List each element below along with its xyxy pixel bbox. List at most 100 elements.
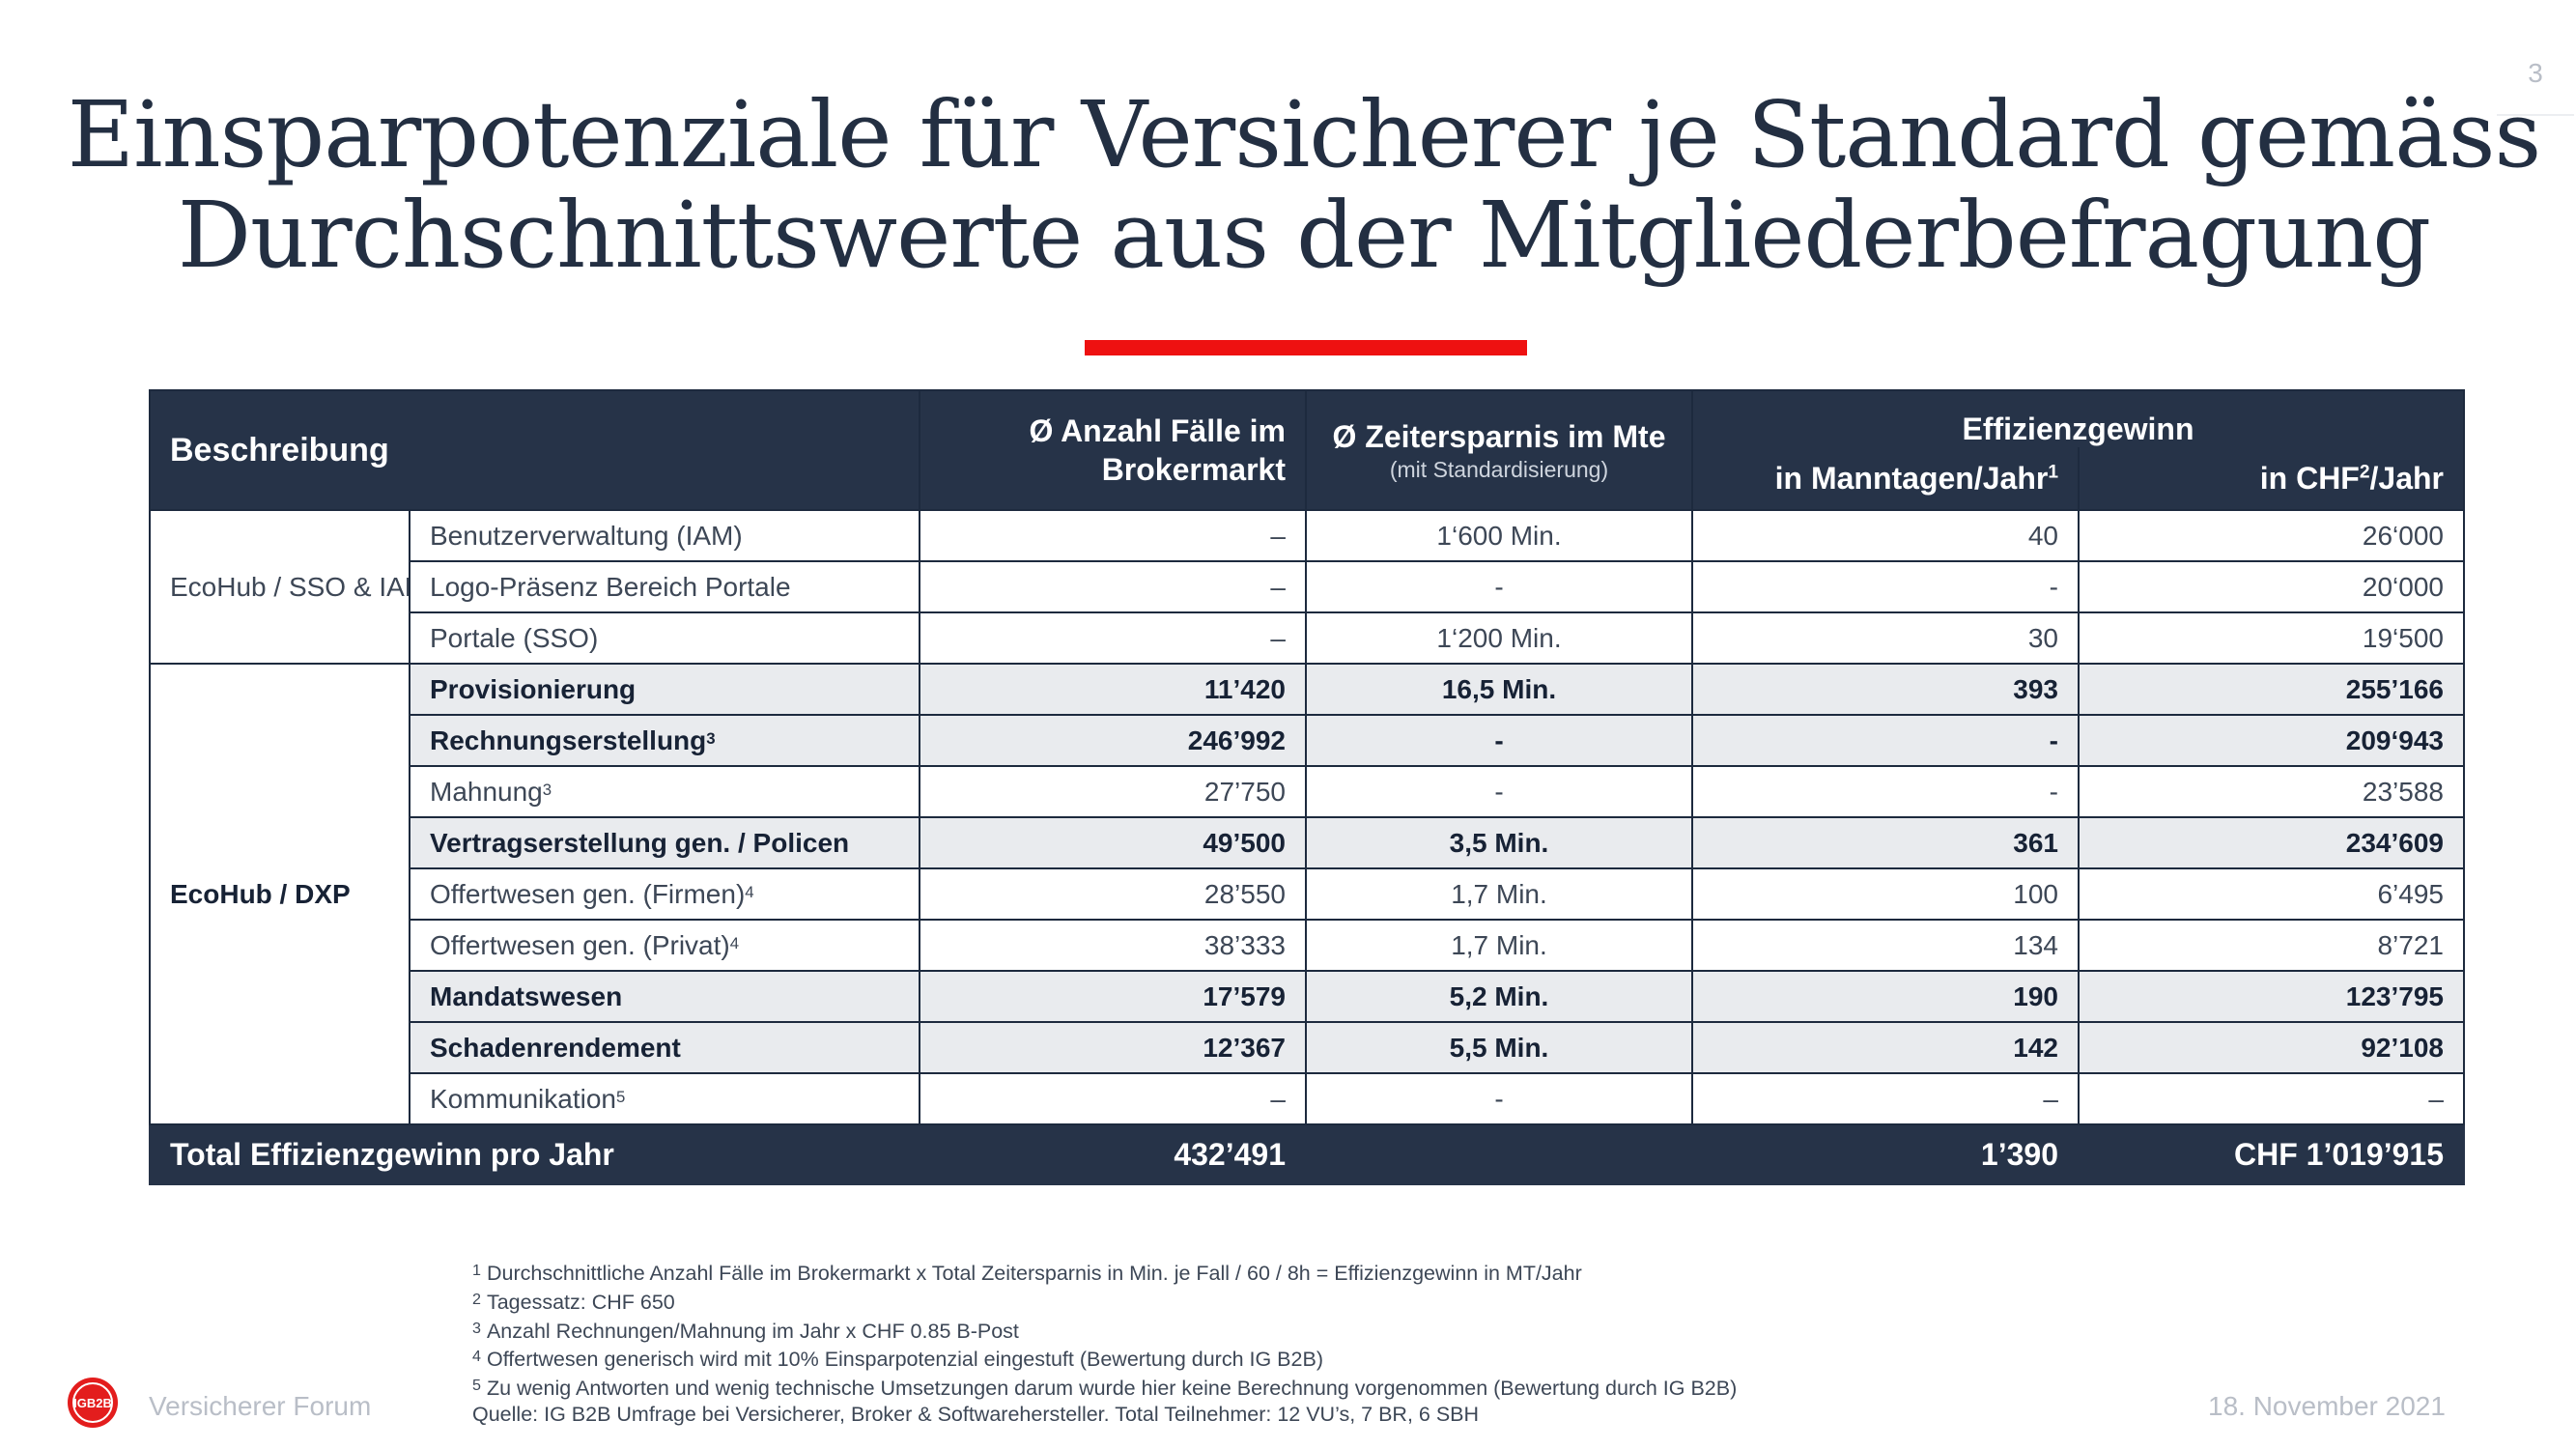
cell-manntage: 190 [1691,970,2080,1023]
table-row: EcoHub / SSO & IAM Benutzerverwaltung (I… [149,509,2465,665]
cell-faelle: – [919,1072,1307,1125]
total-row: Total Effizienzgewinn pro Jahr 432’491 1… [149,1123,2465,1185]
igb2b-logo: IGB2B [68,1378,118,1428]
cell-faelle: 11’420 [919,663,1307,716]
footnote: 1 Durchschnittliche Anzahl Fälle im Broke… [472,1261,1582,1285]
row-label: Offertwesen gen. (Firmen)4 [409,867,920,921]
cell-manntage: - [1691,765,2080,818]
row-label: Mahnung3 [409,765,920,818]
cell-faelle: 246’992 [919,714,1307,767]
cell-zeit: - [1305,1072,1693,1125]
cell-chf: 8’721 [2078,919,2465,972]
total-chf: CHF 1’019’915 [2078,1123,2465,1185]
table-row: Schadenrendement 12’367 5,5 Min. 142 92’… [150,1021,2465,1074]
cell-chf: – [2078,1072,2465,1125]
cell-manntage: 100 [1691,867,2080,921]
cell-faelle: 12’367 [919,1021,1307,1074]
cell-faelle: 17’579 [919,970,1307,1023]
cell-zeit: 3,5 Min. [1305,816,1693,869]
cell-zeit: - [1305,560,1693,613]
cell-chf: 123’795 [2078,970,2465,1023]
row-label: Vertragserstellung gen. / Policen [409,816,920,869]
table-row: Vertragserstellung gen. / Policen 49’500… [150,816,2465,869]
cell-zeit: - [1305,765,1693,818]
cell-faelle: 38’333 [919,919,1307,972]
cell-manntage: 40 [1691,509,2080,562]
header-zeitersparnis-sub: (mit Standardisierung) [1389,457,1609,482]
footer-event-name: Versicherer Forum [149,1391,372,1421]
savings-table: Beschreibung Ø Anzahl Fälle im Brokermar… [149,389,2465,1185]
table-row: Logo-Präsenz Bereich Portale – - - 20‘00… [150,560,2465,613]
header-chf-suffix: /Jahr [2369,460,2444,496]
cell-zeit: 1‘200 Min. [1305,611,1693,665]
cell-faelle: – [919,509,1307,562]
footnote: 2 Tagessatz: CHF 650 [472,1290,675,1314]
page-number-divider [2497,114,2574,116]
table-row: Portale (SSO) – 1‘200 Min. 30 19‘500 [150,611,2465,665]
table-row: Kommunikation5 – - – – [150,1072,2465,1125]
cell-zeit: 1,7 Min. [1305,919,1693,972]
cell-chf: 20‘000 [2078,560,2465,613]
cell-manntage: 361 [1691,816,2080,869]
cell-chf: 255’166 [2078,663,2465,716]
total-faelle: 432’491 [919,1123,1307,1185]
cell-zeit: 1‘600 Min. [1305,509,1693,562]
cell-zeit: 16,5 Min. [1305,663,1693,716]
cell-manntage: 393 [1691,663,2080,716]
footer-date: 18. November 2021 [2208,1391,2446,1421]
page-number: 3 [2528,58,2543,88]
total-label: Total Effizienzgewinn pro Jahr [149,1123,920,1185]
group-label: EcoHub / SSO & IAM [149,509,410,665]
row-label: Schadenrendement [409,1021,920,1074]
row-label: Portale (SSO) [409,611,920,665]
cell-manntage: – [1691,1072,2080,1125]
page-title-line-1: Einsparpotenziale für Versicherer je Sta… [67,82,2542,188]
cell-faelle: – [919,611,1307,665]
footnote-ref: 1 [2048,461,2058,482]
cell-faelle: 49’500 [919,816,1307,869]
cell-manntage: 30 [1691,611,2080,665]
table-header-row: Beschreibung Ø Anzahl Fälle im Brokermar… [149,389,2465,511]
cell-manntage: - [1691,560,2080,613]
header-faelle-line-1: Ø Anzahl Fälle im [1029,413,1286,448]
table-subheader-row: in Manntagen/Jahr1 in CHF2/Jahr [150,447,2465,511]
table-row: Offertwesen gen. (Firmen)4 28’550 1,7 Mi… [150,867,2465,921]
source-note: Quelle: IG B2B Umfrage bei Versicherer, … [472,1403,1480,1427]
header-faelle: Ø Anzahl Fälle im Brokermarkt [919,389,1307,511]
header-zeitersparnis-main: Ø Zeitersparnis im Mte [1332,419,1666,454]
cell-chf: 19‘500 [2078,611,2465,665]
table-row: Mahnung3 27’750 - - 23’588 [150,765,2465,818]
cell-faelle: 28’550 [919,867,1307,921]
header-manntage: in Manntagen/Jahr1 [1691,447,2080,511]
total-zeit [1305,1123,1693,1185]
footnote: 5 Zu wenig Antworten und wenig technische… [472,1377,1738,1401]
cell-zeit: 5,5 Min. [1305,1021,1693,1074]
total-manntage: 1’390 [1691,1123,2080,1185]
group-label: EcoHub / DXP [149,663,410,1125]
cell-zeit: 5,2 Min. [1305,970,1693,1023]
cell-faelle: 27’750 [919,765,1307,818]
table-row: Offertwesen gen. (Privat)4 38’333 1,7 Mi… [150,919,2465,972]
table-row: Mandatswesen 17’579 5,2 Min. 190 123’795 [150,970,2465,1023]
cell-chf: 6’495 [2078,867,2465,921]
row-label: Provisionierung [409,663,920,716]
header-faelle-line-2: Brokermarkt [1101,452,1286,487]
cell-chf: 23’588 [2078,765,2465,818]
header-chf: in CHF2/Jahr [2078,447,2465,511]
page-title: Einsparpotenziale für Versicherer je Sta… [0,85,2576,286]
row-label: Rechnungserstellung3 [409,714,920,767]
cell-manntage: 134 [1691,919,2080,972]
header-zeitersparnis: Ø Zeitersparnis im Mte (mit Standardisie… [1305,389,1693,511]
cell-chf: 92’108 [2078,1021,2465,1074]
cell-chf: 234’609 [2078,816,2465,869]
row-label: Offertwesen gen. (Privat)4 [409,919,920,972]
header-beschreibung: Beschreibung [149,389,920,511]
row-label: Mandatswesen [409,970,920,1023]
table-row: EcoHub / DXP Provisionierung 11’420 16,5… [149,663,2465,1125]
header-effizienzgewinn: Effizienzgewinn [1691,389,2465,447]
row-label: Benutzerverwaltung (IAM) [409,509,920,562]
cell-chf: 26‘000 [2078,509,2465,562]
footnote-ref: 2 [2359,461,2370,482]
row-label: Kommunikation5 [409,1072,920,1125]
page-title-line-2: Durchschnittswerte aus der Mitgliederbef… [177,183,2431,289]
